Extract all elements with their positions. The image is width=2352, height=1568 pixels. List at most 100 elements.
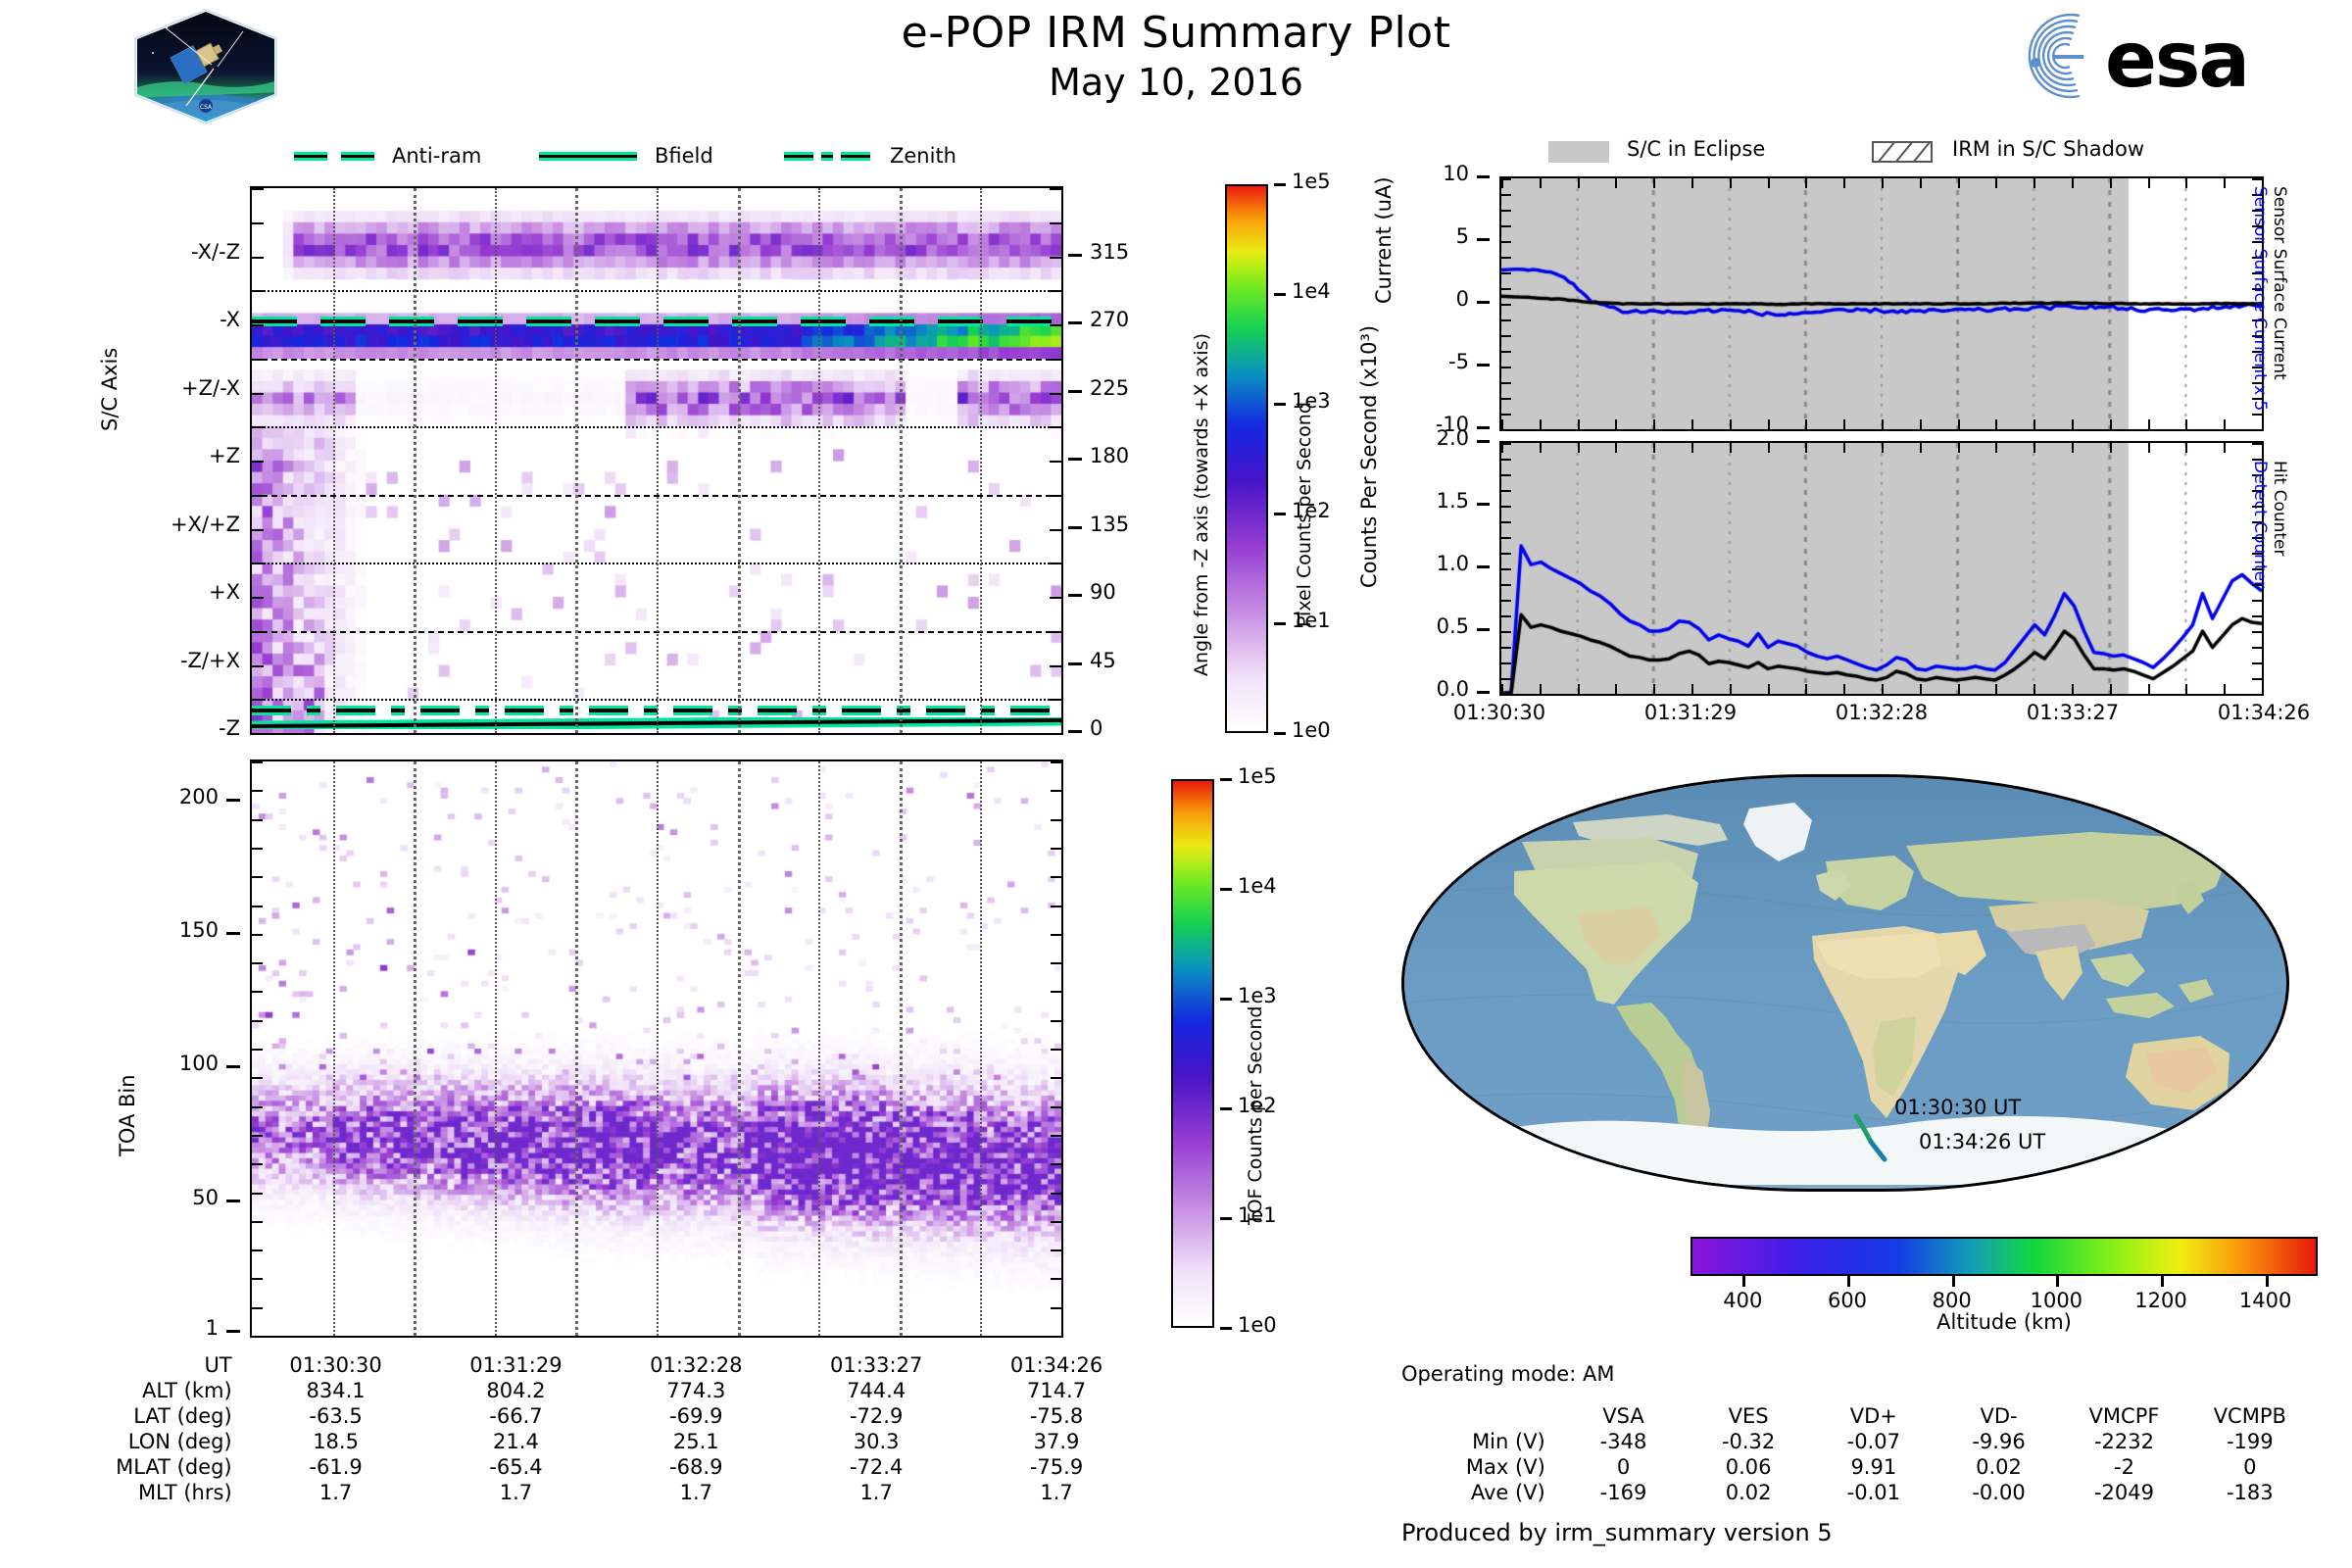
ephemeris-cell: 01:31:29 bbox=[469, 1353, 563, 1377]
ephemeris-cell: 01:33:27 bbox=[829, 1353, 923, 1377]
cassiope-patch-icon: CSA CASSIOPE bbox=[127, 8, 284, 125]
ephemeris-row-label: MLAT (deg) bbox=[116, 1455, 232, 1479]
angle-axis-label: +X bbox=[209, 580, 240, 604]
colorbar-tick: 1e4 bbox=[1292, 279, 1331, 303]
colorbar-tick: 1e3 bbox=[1238, 984, 1277, 1007]
colorbar-tick: 1e3 bbox=[1292, 389, 1331, 413]
altitude-colorbar bbox=[1690, 1237, 2318, 1276]
counts-ytick: 0.0 bbox=[1436, 677, 1469, 701]
colorbar-tick: 1e0 bbox=[1238, 1313, 1277, 1337]
svg-text:CSA: CSA bbox=[200, 104, 213, 111]
angle-panel-ylabel: S/C Axis bbox=[98, 347, 122, 431]
ephemeris-cell: 1.7 bbox=[859, 1481, 893, 1504]
legend-label-shadow: IRM in S/C Shadow bbox=[1952, 137, 2145, 161]
toa-spectrogram bbox=[250, 760, 1063, 1338]
ephemeris-cell: 774.3 bbox=[666, 1379, 726, 1402]
ephemeris-row-label: MLT (hrs) bbox=[137, 1481, 232, 1504]
ephemeris-row-label: LAT (deg) bbox=[133, 1404, 232, 1428]
ephemeris-row-label: ALT (km) bbox=[141, 1379, 232, 1402]
ephemeris-cell: 01:34:26 bbox=[1009, 1353, 1103, 1377]
legend-label-anti-ram: Anti-ram bbox=[392, 144, 482, 168]
legend-label-zenith: Zenith bbox=[890, 144, 956, 168]
orbit-track bbox=[1853, 1113, 1887, 1162]
voltage-column-header: VSA bbox=[1602, 1404, 1644, 1428]
counts-xtick: 01:34:26 bbox=[2217, 701, 2311, 724]
angle-axis-label: +Z bbox=[209, 444, 240, 467]
angle-degree-tick: 180 bbox=[1090, 444, 1130, 467]
table-row: LAT (deg) -63.5 -66.7 -69.9 -72.9 -75.8 bbox=[39, 1403, 1147, 1429]
bfield-line-icon bbox=[539, 152, 637, 161]
ephemeris-cell: -75.8 bbox=[1029, 1404, 1084, 1428]
angle-axis-label: -X bbox=[220, 308, 240, 331]
page-title: e-POP IRM Summary Plot bbox=[901, 8, 1451, 58]
timeseries-legend: S/C in Eclipse IRM in S/C Shadow bbox=[1548, 137, 2313, 169]
angle-degree-tick: 315 bbox=[1090, 239, 1130, 264]
svg-text:esa: esa bbox=[2105, 17, 2248, 104]
angle-degree-tick: 0 bbox=[1090, 716, 1103, 740]
counts-right-label-black: Hit Counter bbox=[2270, 461, 2289, 557]
voltage-cell: -9.96 bbox=[1972, 1430, 2026, 1453]
ephemeris-row-label: LON (deg) bbox=[127, 1430, 232, 1453]
voltage-stats-table: VSA VES VD+ VD- VMCPF VCMPB Min (V) -348 -0.32 -0… bbox=[1401, 1403, 2313, 1505]
colorbar-tick: 1e0 bbox=[1292, 718, 1331, 742]
legend-label-eclipse: S/C in Eclipse bbox=[1627, 137, 1766, 161]
ephemeris-cell: 21.4 bbox=[493, 1430, 539, 1453]
voltage-cell: 0 bbox=[1616, 1455, 1631, 1479]
ephemeris-cell: 744.4 bbox=[847, 1379, 906, 1402]
anti-ram-line-icon bbox=[294, 152, 327, 161]
table-row: Max (V) 0 0.06 9.91 0.02 -2 0 bbox=[1401, 1454, 2313, 1480]
voltage-cell: -2049 bbox=[2093, 1481, 2154, 1504]
current-right-label-black: Sensor Surface Current bbox=[2270, 186, 2289, 380]
counts-xtick: 01:33:27 bbox=[2026, 701, 2120, 724]
altitude-tick: 800 bbox=[1932, 1289, 1972, 1312]
voltage-cell: -199 bbox=[2226, 1430, 2274, 1453]
ephemeris-cell: 25.1 bbox=[672, 1430, 719, 1453]
tof-counts-colorbar bbox=[1171, 779, 1214, 1328]
ephemeris-cell: 37.9 bbox=[1033, 1430, 1080, 1453]
toa-ytick: 200 bbox=[178, 784, 219, 808]
voltage-cell: 0 bbox=[2243, 1455, 2257, 1479]
table-row: LON (deg) 18.5 21.4 25.1 30.3 37.9 bbox=[39, 1429, 1147, 1454]
voltage-cell: 0.02 bbox=[1725, 1481, 1772, 1504]
voltage-column-header: VMCPF bbox=[2088, 1404, 2160, 1428]
toa-ytick: 1 bbox=[205, 1316, 219, 1341]
voltage-row-label: Ave (V) bbox=[1470, 1481, 1545, 1504]
voltage-column-header: VCMPB bbox=[2213, 1404, 2286, 1428]
voltage-cell: -169 bbox=[1599, 1481, 1647, 1504]
voltage-row-label: Min (V) bbox=[1472, 1430, 1545, 1453]
voltage-row-label: Max (V) bbox=[1465, 1455, 1545, 1479]
esa-logo-icon: esa bbox=[1989, 8, 2313, 105]
voltage-cell: -0.07 bbox=[1846, 1430, 1900, 1453]
toa-panel-ylabel: TOA Bin bbox=[116, 1074, 139, 1156]
counts-timeseries bbox=[1499, 441, 2264, 696]
colorbar-tick: 1e5 bbox=[1238, 764, 1277, 788]
current-panel-yticks: 10 5 0 -5 -10 bbox=[1396, 162, 1490, 441]
altitude-tick: 600 bbox=[1827, 1289, 1868, 1312]
shadow-swatch-icon bbox=[1872, 141, 1933, 163]
colorbar-tick: 1e1 bbox=[1292, 609, 1331, 632]
table-row: ALT (km) 834.1 804.2 774.3 744.4 714.7 bbox=[39, 1378, 1147, 1403]
counts-ytick: 2.0 bbox=[1436, 426, 1469, 450]
voltage-cell: -348 bbox=[1599, 1430, 1647, 1453]
angle-panel-axis-labels: -X/-Z -X +Z/-X +Z +X/+Z +X -Z/+X -Z bbox=[127, 186, 240, 741]
counts-ytick: 1.0 bbox=[1436, 552, 1469, 575]
current-ytick: 10 bbox=[1443, 162, 1469, 185]
ephemeris-cell: 01:30:30 bbox=[289, 1353, 382, 1377]
table-row: MLT (hrs) 1.7 1.7 1.7 1.7 1.7 bbox=[39, 1480, 1147, 1505]
angle-axis-label: -Z/+X bbox=[179, 648, 240, 672]
angle-spectrogram bbox=[250, 186, 1063, 735]
voltage-column-header: VES bbox=[1728, 1404, 1769, 1428]
counts-panel-ylabel: Counts Per Second (x10³) bbox=[1357, 324, 1381, 588]
ephemeris-cell: -66.7 bbox=[489, 1404, 543, 1428]
counts-panel-xticks: 01:30:30 01:31:29 01:32:28 01:33:27 01:34:26 bbox=[1421, 701, 2342, 734]
current-right-label-blue: Sensor Surface Current x 5 bbox=[2250, 186, 2270, 412]
counts-panel-yticks: 2.0 1.5 1.0 0.5 0.0 bbox=[1396, 426, 1490, 715]
colorbar-tick: 1e2 bbox=[1238, 1094, 1277, 1117]
table-row: MLAT (deg) -61.9 -65.4 -68.9 -72.4 -75.9 bbox=[39, 1454, 1147, 1480]
angle-panel-degree-ticks: 315 270 225 180 135 90 45 0 bbox=[1068, 186, 1156, 740]
world-map: 01:30:30 UT 01:34:26 UT bbox=[1401, 774, 2289, 1192]
angle-degree-tick: 225 bbox=[1090, 375, 1130, 400]
voltage-cell: -0.32 bbox=[1721, 1430, 1776, 1453]
eclipse-swatch-icon bbox=[1548, 141, 1609, 163]
